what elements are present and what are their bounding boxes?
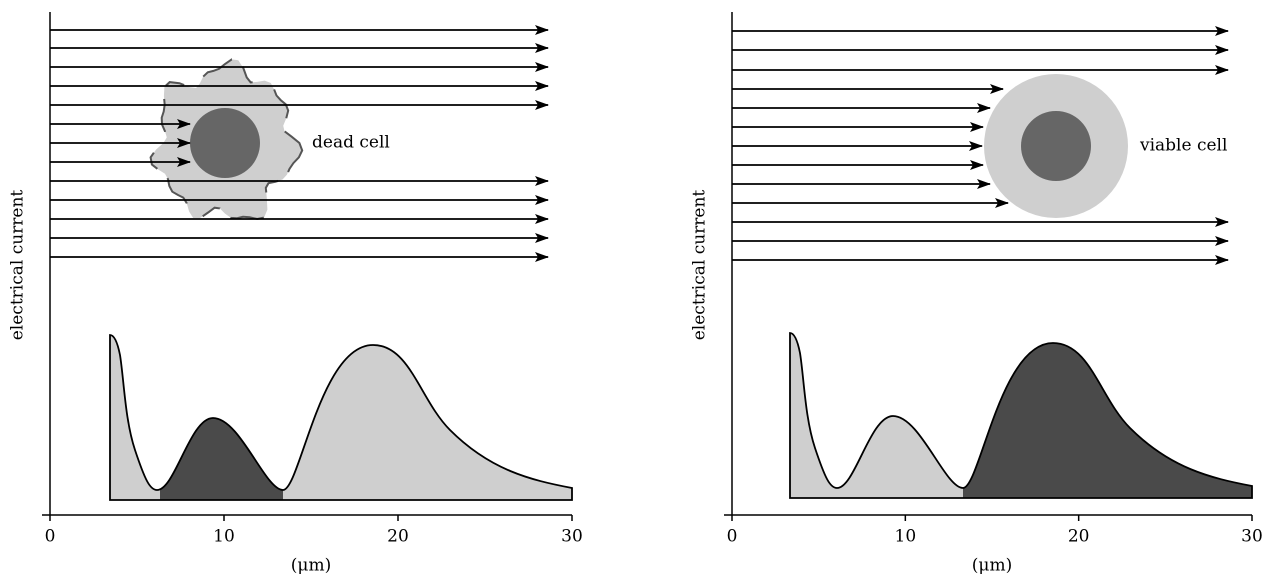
x-tick-label: 10 bbox=[213, 527, 235, 547]
panel: 0 10 20 30 (μm) electrical current dead cell bbox=[8, 12, 583, 576]
y-axis-label: electrical current bbox=[690, 190, 710, 341]
cell-nucleus bbox=[1021, 111, 1091, 181]
distribution-outline bbox=[109, 334, 573, 501]
x-tick-label: 30 bbox=[1241, 527, 1263, 547]
cell-label: dead cell bbox=[312, 133, 390, 153]
x-tick-label: 30 bbox=[561, 527, 583, 547]
y-axis-label: electrical current bbox=[8, 190, 28, 341]
x-axis-label: (μm) bbox=[291, 556, 331, 576]
x-tick-label: 20 bbox=[1068, 527, 1090, 547]
cell-label: viable cell bbox=[1139, 136, 1227, 156]
x-axis-label: (μm) bbox=[972, 556, 1012, 576]
x-tick-label: 20 bbox=[387, 527, 409, 547]
gated-region bbox=[963, 343, 1252, 498]
distribution-outline bbox=[789, 332, 1253, 499]
x-tick-label: 0 bbox=[45, 527, 56, 547]
panel: 0 10 20 30 (μm) electrical current viable cell bbox=[690, 12, 1263, 576]
gated-distribution bbox=[160, 418, 283, 500]
gated-distribution bbox=[963, 343, 1252, 498]
x-tick-label: 0 bbox=[727, 527, 738, 547]
gated-region bbox=[160, 418, 283, 500]
cell-nucleus bbox=[190, 108, 260, 178]
x-tick-label: 10 bbox=[895, 527, 917, 547]
